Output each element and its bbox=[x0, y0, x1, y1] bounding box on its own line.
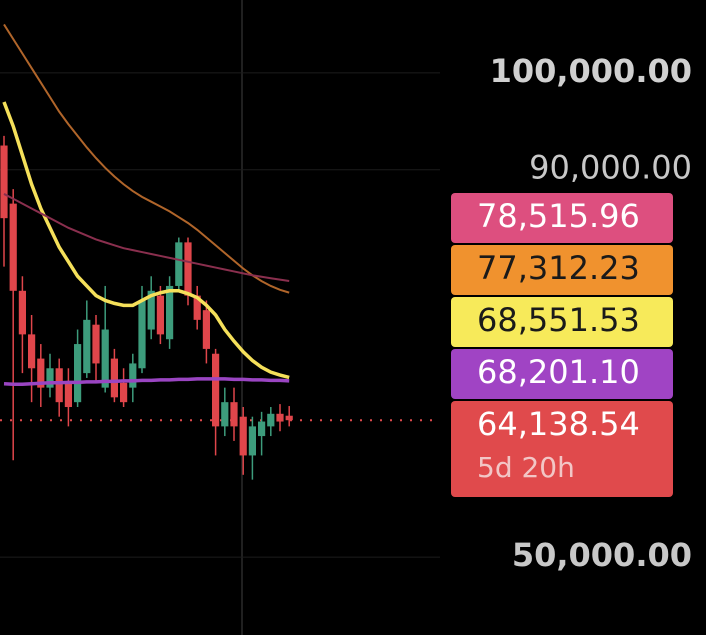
y-tick-label: 50,000.00 bbox=[512, 536, 692, 574]
candle-body bbox=[285, 415, 293, 421]
candle-body bbox=[138, 300, 146, 369]
candle-body bbox=[193, 295, 201, 320]
candle-body bbox=[9, 203, 17, 291]
moving-average-line bbox=[3, 23, 290, 294]
candle-body bbox=[230, 402, 238, 427]
candle-body bbox=[55, 368, 63, 403]
candle-body bbox=[18, 290, 26, 335]
candle-body bbox=[46, 368, 54, 388]
price-tag-label: 68,201.10 bbox=[477, 353, 640, 391]
countdown-label: 5d 20h bbox=[477, 451, 575, 484]
candle-body bbox=[92, 324, 100, 364]
candle-body bbox=[83, 319, 91, 374]
price-tag bbox=[451, 193, 673, 243]
candle-body bbox=[175, 242, 183, 286]
candle-body bbox=[28, 334, 36, 369]
price-tag-label: 64,138.54 bbox=[477, 405, 640, 443]
candle-body bbox=[147, 290, 155, 330]
candle-body bbox=[202, 310, 210, 349]
candle-body bbox=[239, 416, 247, 456]
candle-body bbox=[166, 285, 174, 340]
price-tag bbox=[451, 349, 673, 399]
price-tag-label: 78,515.96 bbox=[477, 197, 640, 235]
candle-body bbox=[110, 358, 118, 398]
price-tag-label: 68,551.53 bbox=[477, 301, 640, 339]
candle-body bbox=[221, 402, 229, 427]
price-tag bbox=[451, 401, 673, 497]
candle-body bbox=[74, 344, 82, 403]
candle-body bbox=[212, 353, 220, 427]
candle-body bbox=[258, 421, 266, 437]
candle-body bbox=[101, 329, 109, 388]
candle-body bbox=[156, 295, 164, 335]
candle-body bbox=[120, 382, 128, 403]
price-tag bbox=[451, 297, 673, 347]
moving-average-line bbox=[3, 377, 290, 387]
candle-body bbox=[37, 358, 45, 388]
candle-body bbox=[267, 413, 275, 427]
y-tick-label: 100,000.00 bbox=[490, 52, 692, 90]
price-tag-label: 77,312.23 bbox=[477, 249, 640, 287]
candle-body bbox=[0, 145, 8, 219]
candle-body bbox=[129, 363, 137, 388]
candle-body bbox=[64, 382, 72, 408]
candle-body bbox=[276, 413, 284, 422]
moving-average-line bbox=[3, 193, 290, 282]
moving-average-line bbox=[2, 101, 290, 380]
candle-body bbox=[184, 242, 192, 296]
y-tick-label: 90,000.00 bbox=[529, 149, 692, 187]
candle-body bbox=[248, 426, 256, 456]
price-tag bbox=[451, 245, 673, 295]
